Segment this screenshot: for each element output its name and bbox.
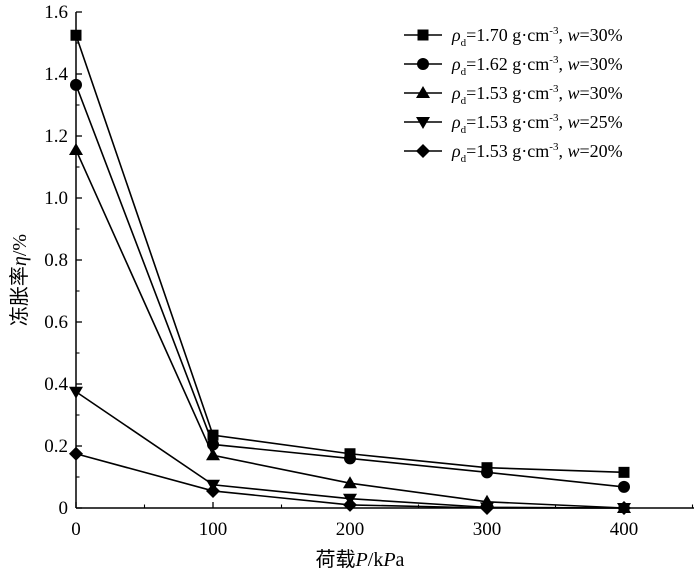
y-tick-label: 0.6 [44, 312, 68, 333]
marker-diamond [617, 501, 631, 515]
marker-triangle-down [69, 386, 83, 399]
marker-diamond [416, 144, 430, 158]
x-tick-label: 400 [610, 519, 639, 540]
y-tick-label: 1.2 [44, 126, 68, 147]
marker-triangle-up [343, 476, 357, 489]
x-tick-label: 0 [71, 519, 81, 540]
legend-item: ρd=1.53 g·cm-3, w=30% [404, 83, 623, 107]
marker-triangle-down [416, 117, 430, 129]
series-5 [69, 446, 631, 515]
legend: ρd=1.70 g·cm-3, w=30% ρd=1.62 g·cm-3, w=3… [404, 25, 623, 165]
marker-square [70, 29, 82, 41]
marker-circle [481, 466, 493, 479]
y-ticks: 0 0.2 0.4 0.6 0.8 1.0 1.2 1.4 1.6 [44, 2, 82, 519]
legend-item: ρd=1.53 g·cm-3, w=20% [404, 141, 623, 165]
marker-diamond [343, 497, 357, 512]
legend-item: ρd=1.70 g·cm-3, w=30% [404, 25, 623, 49]
marker-triangle-up [69, 142, 83, 155]
y-tick-label: 1.0 [44, 188, 68, 209]
marker-circle [70, 78, 82, 91]
marker-circle [344, 452, 356, 465]
x-tick-label: 300 [473, 519, 502, 540]
y-tick-label: 0.4 [44, 374, 68, 395]
legend-item: ρd=1.62 g·cm-3, w=30% [404, 54, 623, 78]
legend-label: ρd=1.70 g·cm-3, w=30% [451, 25, 623, 49]
x-tick-label: 100 [199, 519, 228, 540]
marker-diamond [206, 483, 220, 498]
marker-square [618, 466, 630, 478]
legend-label: ρd=1.62 g·cm-3, w=30% [451, 54, 623, 78]
y-tick-label: 0.2 [44, 436, 68, 457]
marker-diamond [69, 446, 83, 461]
legend-label: ρd=1.53 g·cm-3, w=20% [451, 141, 623, 165]
y-axis-title: 冻胀率η/% [8, 234, 31, 326]
marker-circle [417, 58, 429, 70]
y-tick-label: 1.4 [44, 64, 68, 85]
marker-triangle-up [416, 86, 430, 98]
marker-circle [618, 480, 630, 493]
marker-square [207, 429, 219, 441]
x-axis-title: 荷载P/kPa [316, 548, 405, 571]
marker-square [417, 29, 429, 41]
legend-item: ρd=1.53 g·cm-3, w=25% [404, 112, 623, 136]
y-tick-label: 1.6 [44, 2, 68, 23]
series-layer [69, 29, 631, 515]
y-tick-label: 0 [59, 498, 69, 519]
legend-label: ρd=1.53 g·cm-3, w=25% [451, 112, 623, 136]
legend-label: ρd=1.53 g·cm-3, w=30% [451, 83, 623, 107]
y-tick-label: 0.8 [44, 250, 68, 271]
x-tick-label: 200 [336, 519, 365, 540]
marker-triangle-up [206, 448, 220, 461]
marker-diamond [480, 501, 494, 515]
